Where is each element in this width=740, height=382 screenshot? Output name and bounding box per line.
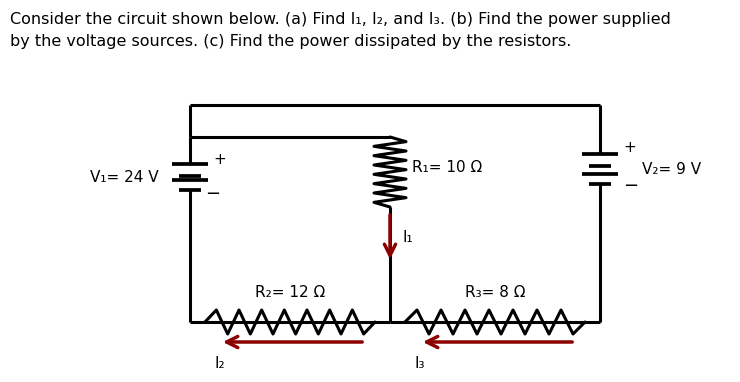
Text: −: − xyxy=(205,185,220,203)
Text: V₁= 24 V: V₁= 24 V xyxy=(90,170,158,185)
Text: R₂= 12 Ω: R₂= 12 Ω xyxy=(255,285,325,300)
Text: I₁: I₁ xyxy=(402,230,413,244)
Text: by the voltage sources. (c) Find the power dissipated by the resistors.: by the voltage sources. (c) Find the pow… xyxy=(10,34,571,49)
Text: Consider the circuit shown below. (a) Find I₁, I₂, and I₃. (b) Find the power su: Consider the circuit shown below. (a) Fi… xyxy=(10,12,671,27)
Text: R₁= 10 Ω: R₁= 10 Ω xyxy=(412,160,482,175)
Text: +: + xyxy=(213,152,226,167)
Text: I₃: I₃ xyxy=(415,356,425,371)
Text: +: + xyxy=(623,141,636,155)
Text: V₂= 9 V: V₂= 9 V xyxy=(642,162,701,176)
Text: I₂: I₂ xyxy=(215,356,226,371)
Text: −: − xyxy=(623,177,638,195)
Text: R₃= 8 Ω: R₃= 8 Ω xyxy=(465,285,525,300)
